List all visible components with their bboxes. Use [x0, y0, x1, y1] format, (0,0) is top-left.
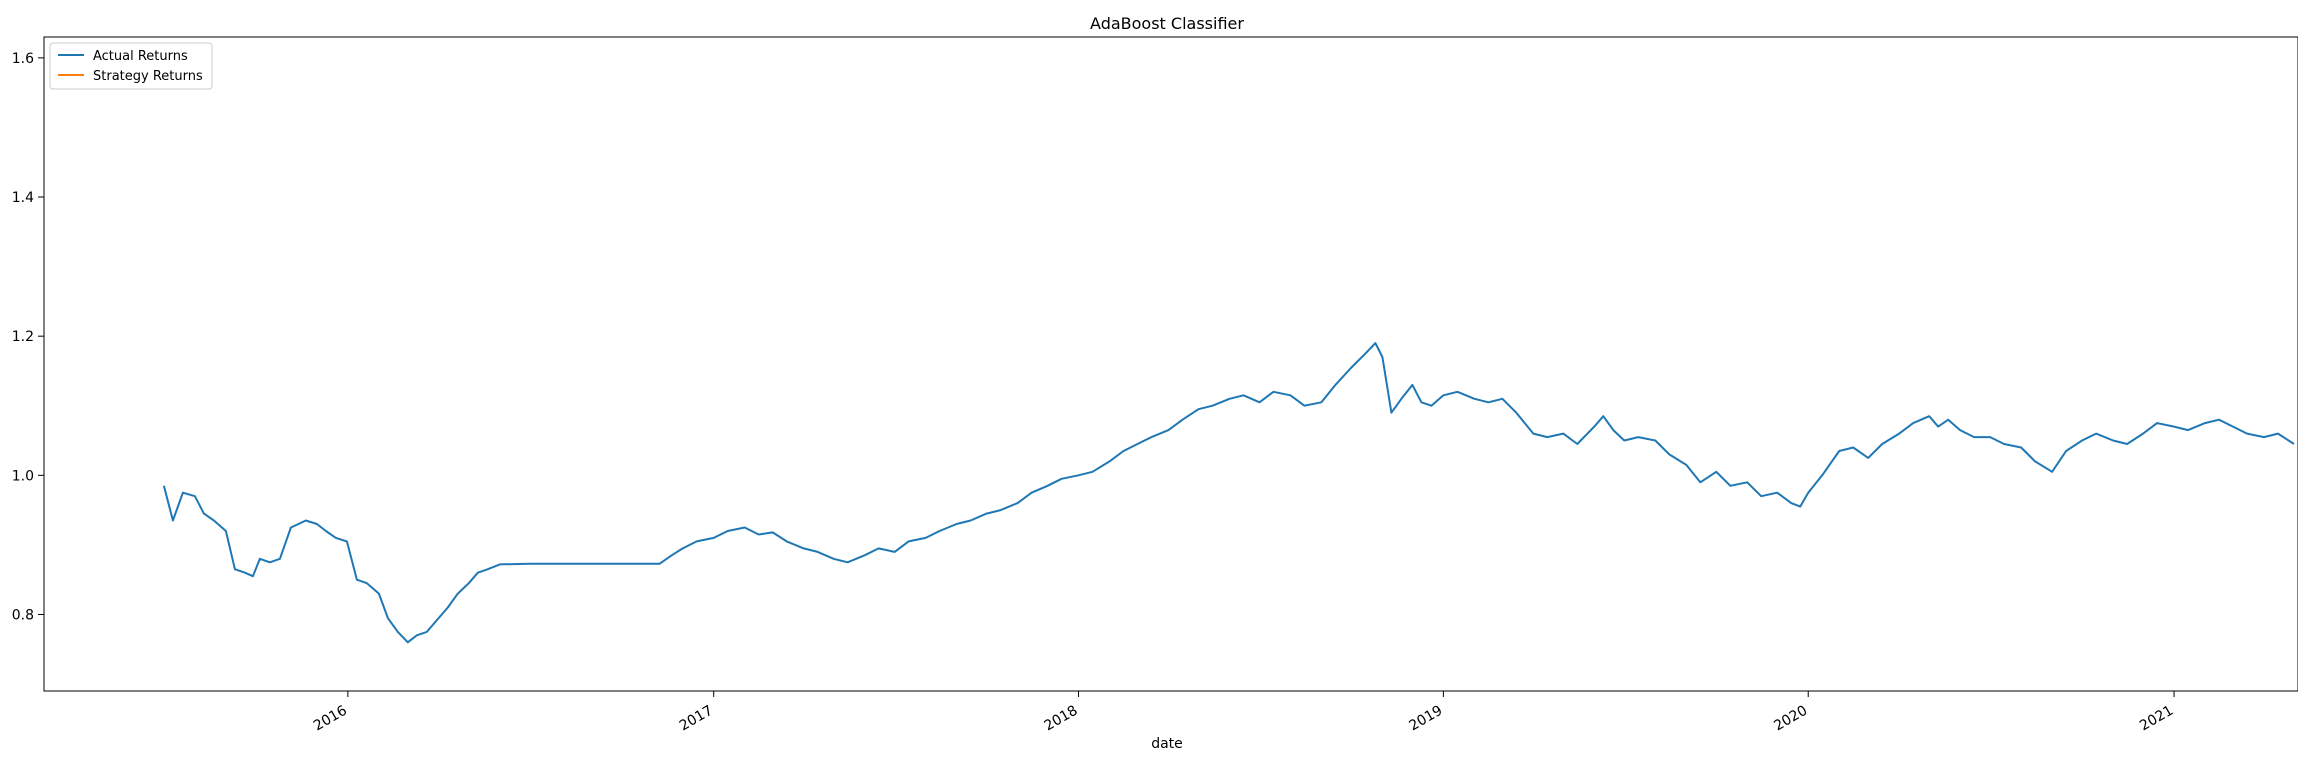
- plot-area: [43, 36, 2298, 692]
- x-tick-label: 2021: [2137, 703, 2176, 735]
- series-line-actual-returns: [162, 342, 2295, 644]
- y-tick-label: 1.0: [12, 468, 34, 484]
- x-tick-label: 2017: [677, 703, 716, 735]
- y-tick-label: 0.8: [12, 607, 34, 623]
- x-axis: 2016 2017 2018 2019 2020 2021: [311, 691, 2176, 734]
- legend-box: [49, 42, 213, 90]
- y-axis: 0.8 1.0 1.2 1.4 1.6: [12, 51, 44, 623]
- x-tick-label: 2018: [1042, 703, 1081, 735]
- series-lines: [162, 342, 2295, 644]
- legend: Actual Returns Strategy Returns: [49, 42, 213, 90]
- x-tick-label: 2016: [311, 703, 350, 735]
- x-tick-label: 2019: [1407, 703, 1446, 735]
- x-tick-label: 2020: [1771, 703, 1810, 735]
- legend-label-actual: Actual Returns: [93, 49, 188, 64]
- y-tick-label: 1.2: [12, 329, 34, 345]
- y-tick-label: 1.4: [12, 190, 34, 206]
- legend-label-strategy: Strategy Returns: [93, 69, 203, 84]
- chart-title: AdaBoost Classifier: [1090, 14, 1244, 33]
- y-tick-label: 1.6: [12, 51, 34, 67]
- x-axis-label: date: [1151, 736, 1183, 752]
